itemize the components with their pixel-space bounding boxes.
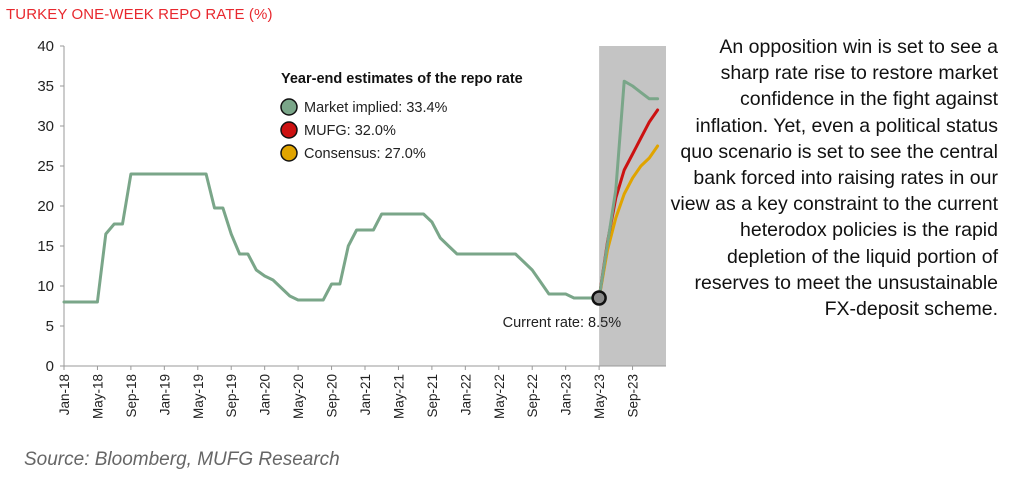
y-tick-label: 20 [37,198,54,215]
legend-entry: MUFG: 32.0% [304,123,396,139]
series-line-repo-rate [62,172,601,304]
x-tick-label: Jan-20 [258,374,273,415]
y-tick-label: 0 [46,358,54,375]
x-tick-label: Sep-21 [425,374,440,418]
commentary-text: An opposition win is set to see a sharp … [670,36,998,321]
y-tick-label: 15 [37,238,54,255]
x-tick-label: Jan-18 [57,374,72,415]
x-tick-label: Sep-19 [224,374,239,418]
y-tick-label: 40 [37,38,54,55]
x-tick-label: Sep-18 [124,374,139,418]
y-tick-label: 30 [37,118,54,135]
legend-entry: Market implied: 33.4% [304,100,448,116]
x-tick-label: Sep-23 [626,374,641,418]
series-line-market-implied [597,79,660,300]
current-rate-label: Current rate: 8.5% [503,315,622,331]
y-tick-label: 10 [37,278,54,295]
y-tick-label: 25 [37,158,54,175]
legend-title: Year-end estimates of the repo rate [281,71,523,87]
x-tick-label: May-19 [191,374,206,419]
x-tick-label: May-22 [492,374,507,419]
x-tick-label: May-20 [291,374,306,419]
y-tick-label: 35 [37,78,54,95]
x-tick-label: May-21 [391,374,406,419]
current-rate-marker [591,290,607,306]
x-tick-label: May-18 [90,374,105,419]
source-note: Source: Bloomberg, MUFG Research [24,449,340,470]
x-tick-label: Jan-21 [358,374,373,415]
x-tick-label: May-23 [592,374,607,419]
legend-entry: Consensus: 27.0% [304,146,426,162]
y-tick-label: 5 [46,318,54,335]
legend-marker [280,144,298,162]
x-tick-label: Sep-20 [325,374,340,418]
x-tick-label: Jan-22 [458,374,473,415]
x-tick-label: Sep-22 [525,374,540,418]
chart-title: TURKEY ONE-WEEK REPO RATE (%) [6,6,273,23]
series-line-consensus [597,144,660,300]
legend-marker [280,121,298,139]
repo-rate-chart: 0 5 10 15 20 25 30 35 40 Jan-18 May-18 Sep-18 Jan-19… [37,38,666,419]
x-tick-label: Jan-19 [157,374,172,415]
x-tick-label: Jan-23 [559,374,574,415]
legend-marker [280,98,298,116]
